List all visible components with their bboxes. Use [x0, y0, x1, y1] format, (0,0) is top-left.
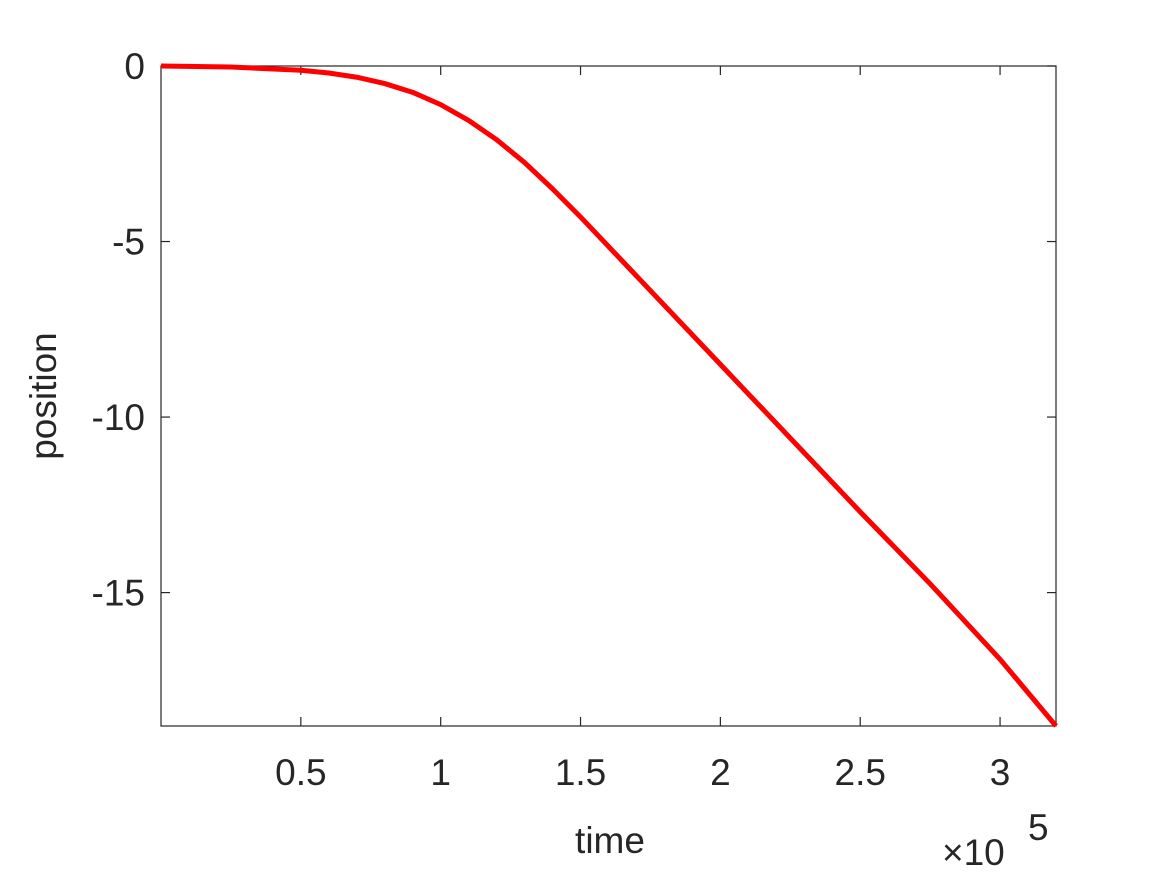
x-multiplier: ×10	[942, 832, 1005, 873]
y-tick-label: -10	[92, 397, 145, 438]
x-multiplier-exponent: 5	[1028, 807, 1049, 848]
y-axis-label: position	[23, 332, 64, 460]
x-tick-label: 2.5	[835, 752, 886, 793]
y-tick-label: 0	[124, 46, 145, 87]
x-tick-label: 2	[710, 752, 731, 793]
x-axis-label: time	[575, 820, 645, 861]
x-tick-label: 3	[990, 752, 1011, 793]
x-tick-label: 1.5	[555, 752, 606, 793]
x-tick-label: 1	[430, 752, 451, 793]
y-tick-label: -15	[92, 573, 145, 614]
x-tick-label: 0.5	[275, 752, 326, 793]
data-line	[160, 63, 1058, 728]
plot-area	[160, 65, 1057, 727]
y-tick-label: -5	[112, 222, 145, 263]
